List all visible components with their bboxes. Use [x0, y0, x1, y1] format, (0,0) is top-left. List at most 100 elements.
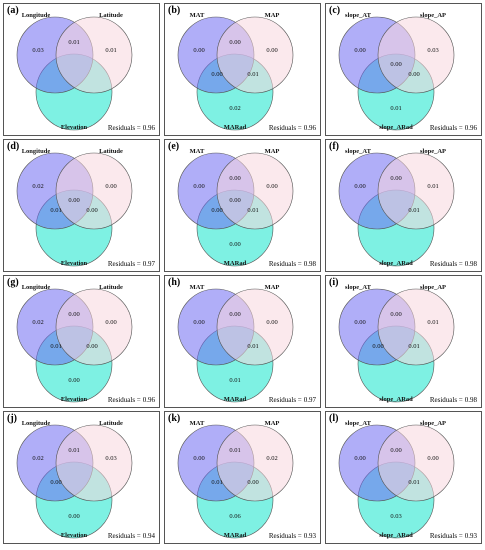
region-value-b: 0.02: [266, 455, 277, 462]
set-a-name: slope_AT: [345, 420, 372, 427]
set-c-name: slope_ARad: [379, 260, 413, 267]
set-b-circle: [55, 288, 133, 366]
set-b-circle: [55, 424, 133, 502]
region-value-ac: 0.00: [50, 479, 61, 486]
region-value-c: 0.06: [229, 513, 241, 520]
venn-panel-c: (c) slope_AT slope_AP slope_ARad 0.00 0.03 0.0…: [325, 3, 482, 136]
venn-diagram: Longitude Latitude Elevation 0.02 0.03 0.01 0.…: [16, 420, 133, 539]
region-value-ab: 0.00: [68, 311, 79, 318]
set-b-name: Latitude: [99, 284, 123, 291]
set-b-name: MAP: [265, 284, 280, 291]
panel-label: (k): [168, 413, 181, 424]
region-value-a: 0.00: [354, 319, 365, 326]
region-value-ac: 0.00: [211, 71, 222, 78]
set-b-name: MAP: [265, 12, 280, 19]
region-value-a: 0.00: [193, 47, 204, 54]
residuals-label: Residuals =: [268, 260, 302, 268]
region-value-b: 0.03: [105, 455, 116, 462]
venn-panel-k: (k) MAT MAP MARad 0.00 0.02 0.01 0.06 0.01 0.00 Re…: [164, 411, 321, 544]
set-a-name: slope_AT: [345, 12, 372, 19]
region-value-b: 0.03: [427, 47, 438, 54]
residuals-text: Residuals = 0.96: [106, 124, 155, 132]
region-value-bc: 0.00: [408, 71, 419, 78]
residuals-value: 0.93: [303, 532, 316, 540]
residuals-value: 0.96: [303, 124, 316, 132]
region-value-a: 0.00: [354, 183, 365, 190]
set-b-name: MAP: [265, 148, 280, 155]
residuals-text: Residuals = 0.94: [106, 532, 155, 540]
region-value-ac: 0.01: [50, 207, 61, 214]
residuals-value: 0.98: [464, 260, 477, 268]
set-c-name: Elevation: [61, 260, 88, 267]
venn-diagram: MAT MAP MARad 0.00 0.00 0.00 0.02 0.00 0.01: [177, 12, 294, 131]
region-value-c: 0.00: [229, 241, 240, 248]
region-value-c: 0.01: [390, 105, 401, 112]
venn-diagram: slope_AT slope_AP slope_ARad 0.00 0.03 0.01 0.…: [338, 12, 455, 131]
panel-label: (l): [329, 413, 339, 424]
region-value-a: 0.00: [354, 455, 365, 462]
region-value-a: 0.00: [193, 183, 204, 190]
region-value-bc: 0.01: [408, 343, 419, 350]
residuals-value: 0.96: [142, 396, 155, 404]
set-c-name: MARad: [224, 532, 247, 539]
panel-label: (d): [7, 141, 20, 152]
set-c-name: Elevation: [61, 532, 88, 539]
set-b-circle: [216, 288, 294, 366]
residuals-label: Residuals =: [429, 532, 463, 540]
residuals-text: Residuals = 0.97: [267, 396, 316, 404]
set-b-name: slope_AP: [420, 148, 446, 155]
region-value-b: 0.00: [266, 319, 277, 326]
set-a-name: MAT: [190, 12, 205, 19]
region-value-b: 0.00: [266, 47, 277, 54]
region-value-b: 0.01: [105, 47, 116, 54]
venn-diagram: Longitude Latitude Elevation 0.02 0.00 0.00 0.…: [16, 284, 133, 403]
region-value-bc: 0.01: [247, 207, 258, 214]
region-value-ab: 0.00: [229, 175, 240, 182]
region-value-ac: 0.01: [50, 343, 61, 350]
residuals-label: Residuals =: [107, 260, 141, 268]
residuals-value: 0.93: [464, 532, 477, 540]
set-b-circle: [216, 424, 294, 502]
residuals-label: Residuals =: [268, 396, 302, 404]
panel-label: (c): [329, 5, 341, 16]
region-value-abc: 0.00: [390, 61, 401, 68]
residuals-value: 0.96: [142, 124, 155, 132]
venn-panel-g: (g) Longitude Latitude Elevation 0.02 0.00 0.0…: [3, 275, 160, 408]
set-b-name: slope_AP: [420, 420, 446, 427]
residuals-value: 0.98: [303, 260, 316, 268]
region-value-ac: 0.00: [211, 207, 222, 214]
region-value-abc: 0.00: [68, 197, 79, 204]
region-value-ab: 0.01: [68, 447, 79, 454]
region-value-a: 0.03: [32, 47, 43, 54]
venn-diagram: MAT MAP MARad 0.00 0.02 0.01 0.06 0.01 0.00: [177, 420, 294, 539]
region-value-b: 0.00: [266, 183, 277, 190]
set-c-name: MARad: [224, 260, 247, 267]
venn-diagram: MAT MAP MARad 0.00 0.00 0.00 0.00 0.00 0.01 0.00: [177, 148, 294, 267]
region-value-c: 0.03: [390, 513, 401, 520]
region-value-a: 0.00: [354, 47, 365, 54]
region-value-b: 0.01: [427, 319, 438, 326]
set-b-name: Latitude: [99, 148, 123, 155]
residuals-text: Residuals = 0.96: [428, 124, 477, 132]
region-value-ab: 0.01: [68, 39, 79, 46]
region-value-b: 0.01: [427, 183, 438, 190]
region-value-bc: 0.01: [408, 207, 419, 214]
region-value-a: 0.02: [32, 455, 43, 462]
set-b-circle: [55, 16, 133, 94]
panel-label: (b): [168, 5, 181, 16]
set-a-name: Longitude: [22, 420, 51, 427]
region-value-ac: 0.01: [211, 479, 222, 486]
residuals-label: Residuals =: [429, 124, 463, 132]
set-c-name: Elevation: [61, 396, 88, 403]
residuals-label: Residuals =: [268, 124, 302, 132]
region-value-bc: 0.01: [408, 479, 419, 486]
residuals-value: 0.97: [303, 396, 316, 404]
set-b-circle: [377, 16, 455, 94]
region-value-abc: 0.00: [229, 197, 240, 204]
residuals-value: 0.96: [464, 124, 477, 132]
residuals-text: Residuals = 0.96: [106, 396, 155, 404]
venn-panel-h: (h) MAT MAP MARad 0.00 0.00 0.00 0.01 0.01 Residu…: [164, 275, 321, 408]
panel-label: (f): [329, 141, 339, 152]
set-b-circle: [377, 152, 455, 230]
